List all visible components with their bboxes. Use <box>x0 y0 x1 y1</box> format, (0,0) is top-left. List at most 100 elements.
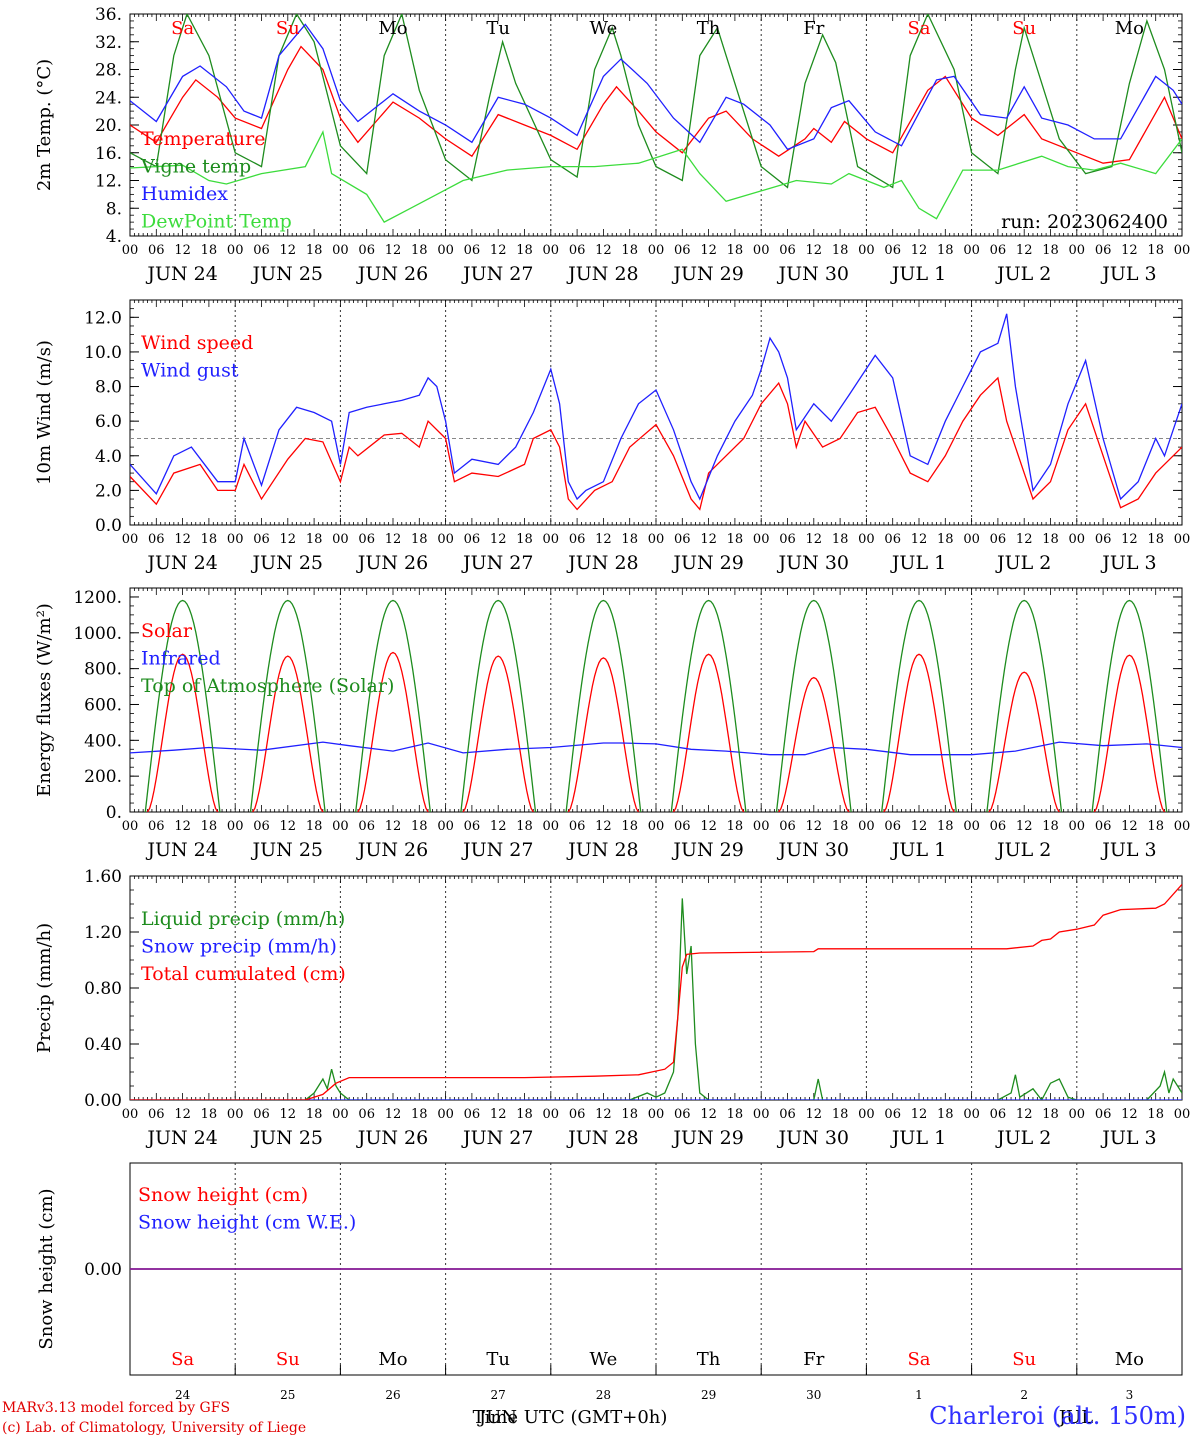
hour-tick-label: 12 <box>1016 819 1033 834</box>
date-label: JUN 29 <box>671 552 743 574</box>
hour-tick-label: 12 <box>806 243 823 258</box>
hour-tick-label: 18 <box>832 1107 849 1122</box>
legend-entry: Snow precip (mm/h) <box>141 936 337 958</box>
y-axis-label: 10m Wind (m/s) <box>34 340 55 485</box>
date-label: JUN 24 <box>145 839 217 861</box>
legend-entry: Vigne temp <box>140 156 251 178</box>
hour-tick-label: 18 <box>621 1107 638 1122</box>
hour-tick-label: 06 <box>253 819 270 834</box>
hour-tick-label: 12 <box>280 532 297 547</box>
hour-tick-label: 06 <box>674 243 691 258</box>
legend-entry: Snow height (cm) <box>138 1184 308 1206</box>
hour-tick-label: 18 <box>1042 819 1059 834</box>
hour-tick-label: 00 <box>227 532 244 547</box>
time-axis-label: Time UTC (GMT+0h) <box>473 1407 668 1428</box>
hour-tick-label: 18 <box>832 819 849 834</box>
date-label: JUN 29 <box>671 839 743 861</box>
series-top-of-atmosphere-solar <box>249 599 326 812</box>
legend-entry: Infrared <box>141 648 221 670</box>
hour-tick-label: 18 <box>937 243 954 258</box>
model-credit: MARv3.13 model forced by GFS <box>2 1400 231 1416</box>
hour-tick-label: 06 <box>358 243 375 258</box>
hour-tick-label: 12 <box>174 243 191 258</box>
y-axis-label: Energy fluxes (W/m²) <box>34 603 55 797</box>
date-label: JUN 26 <box>356 1127 428 1149</box>
series-solar <box>146 653 219 812</box>
legend-entry: Temperature <box>141 128 265 150</box>
y-tick-label: 8.0 <box>95 378 122 398</box>
hour-tick-label: 12 <box>1121 243 1138 258</box>
hour-tick-label: 12 <box>490 819 507 834</box>
date-label: JUL 1 <box>890 263 946 285</box>
date-label: JUN 25 <box>251 263 323 285</box>
hour-tick-label: 06 <box>464 532 481 547</box>
y-tick-label: 12.0 <box>84 308 122 328</box>
series-vigne-temp <box>130 14 1182 189</box>
weekday-label: Tu <box>486 18 510 39</box>
weekday-label: We <box>590 18 618 39</box>
legend-entry: DewPoint Temp <box>141 211 292 233</box>
date-label: JUN 27 <box>461 263 533 285</box>
y-tick-label: 20. <box>95 116 122 136</box>
hour-tick-label: 18 <box>1042 532 1059 547</box>
date-label: JUN 29 <box>671 1127 743 1149</box>
date-label: JUN 24 <box>145 1127 217 1149</box>
hour-tick-label: 00 <box>1069 532 1086 547</box>
date-label: JUN 27 <box>461 552 533 574</box>
y-tick-label: 4.0 <box>95 447 122 467</box>
y-tick-label: 10.0 <box>84 343 122 363</box>
series-solar <box>883 653 955 812</box>
y-tick-label: 8. <box>106 199 122 219</box>
hour-tick-label: 18 <box>937 819 954 834</box>
weekday-label: Su <box>276 18 300 39</box>
hour-tick-label: 18 <box>1147 1107 1164 1122</box>
hour-tick-label: 06 <box>990 532 1007 547</box>
hour-tick-label: 12 <box>280 1107 297 1122</box>
date-label: JUL 2 <box>995 263 1051 285</box>
y-tick-label: 12. <box>95 172 122 192</box>
weekday-label: Th <box>697 18 721 39</box>
hour-tick-label: 12 <box>595 1107 612 1122</box>
hour-tick-label: 06 <box>253 243 270 258</box>
hour-tick-label: 00 <box>753 819 770 834</box>
hour-tick-label: 06 <box>990 1107 1007 1122</box>
weekday-label: Sa <box>907 18 930 39</box>
time-overlay-month: JUL <box>1057 1407 1093 1428</box>
hour-tick-label: 12 <box>911 532 928 547</box>
hour-tick-label: 00 <box>227 1107 244 1122</box>
day-number-label: 26 <box>385 1388 400 1402</box>
hour-tick-label: 18 <box>727 532 744 547</box>
series-top-of-atmosphere-solar <box>775 599 852 812</box>
hour-tick-label: 18 <box>1042 1107 1059 1122</box>
hour-tick-label: 18 <box>832 243 849 258</box>
hour-tick-label: 00 <box>1069 819 1086 834</box>
hour-tick-label: 06 <box>148 1107 165 1122</box>
date-label: JUN 28 <box>566 839 638 861</box>
day-number-label: 1 <box>915 1388 923 1402</box>
hour-tick-label: 06 <box>358 532 375 547</box>
hour-tick-label: 18 <box>516 243 533 258</box>
weekday-label: Fr <box>803 1349 824 1370</box>
weekday-label: Fr <box>803 18 824 39</box>
date-label: JUN 30 <box>777 1127 849 1149</box>
hour-tick-label: 06 <box>1095 532 1112 547</box>
hour-tick-label: 00 <box>858 243 875 258</box>
series-wind-gust <box>130 313 1182 501</box>
hour-tick-label: 18 <box>621 532 638 547</box>
time-overlay-month: JUN <box>477 1407 517 1428</box>
hour-tick-label: 06 <box>674 819 691 834</box>
hour-tick-label: 18 <box>937 532 954 547</box>
hour-tick-label: 18 <box>306 243 323 258</box>
date-label: JUN 28 <box>566 1127 638 1149</box>
date-label: JUN 25 <box>251 552 323 574</box>
hour-tick-label: 06 <box>358 819 375 834</box>
y-axis-label: Precip (mm/h) <box>34 923 55 1053</box>
y-tick-label: 1.60 <box>84 867 122 887</box>
hour-tick-label: 00 <box>437 532 454 547</box>
date-label: JUN 26 <box>356 552 428 574</box>
hour-tick-label: 18 <box>937 1107 954 1122</box>
hour-tick-label: 06 <box>464 819 481 834</box>
y-tick-label: 600. <box>84 695 122 715</box>
date-label: JUN 30 <box>777 552 849 574</box>
legend-entry: Wind gust <box>141 360 239 382</box>
